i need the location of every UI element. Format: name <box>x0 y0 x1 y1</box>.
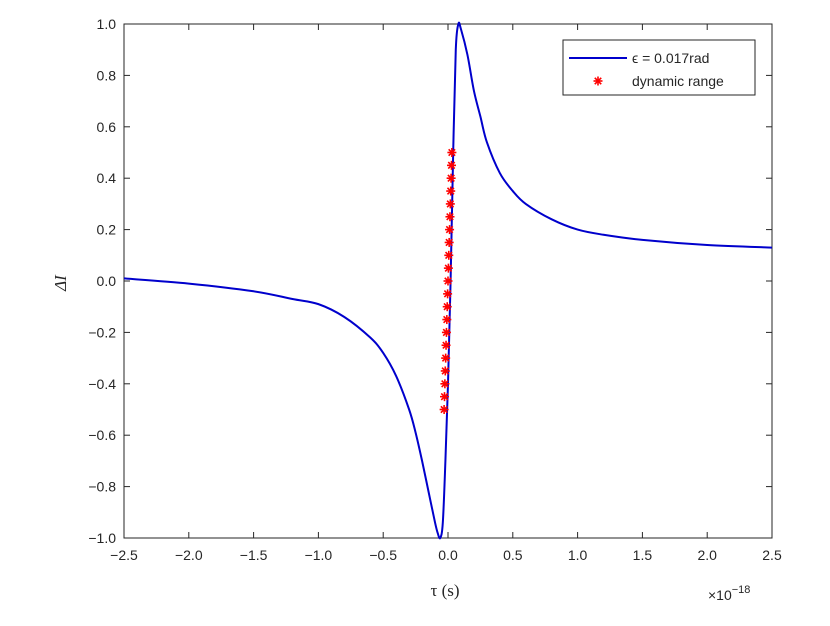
x-tick-label: −0.5 <box>369 547 397 563</box>
data-point-marker <box>447 148 457 157</box>
y-tick-label: −1.0 <box>88 530 116 546</box>
x-tick-label: 2.5 <box>762 547 782 563</box>
data-point-marker <box>440 366 450 376</box>
data-point-marker <box>446 173 456 183</box>
y-tick-label: 0.8 <box>97 67 117 83</box>
y-tick-label: 0.4 <box>97 170 117 186</box>
data-point-marker <box>439 405 449 414</box>
data-point-marker <box>444 250 454 260</box>
data-point-marker <box>443 289 453 299</box>
y-tick-label: 0.0 <box>97 273 117 289</box>
legend: ϵ = 0.017rad dynamic range <box>562 39 756 96</box>
data-point-marker <box>446 160 456 170</box>
y-tick-label: 0.2 <box>97 222 117 238</box>
y-tick-label: −0.6 <box>88 427 116 443</box>
data-point-marker <box>443 263 453 273</box>
series-line <box>123 21 773 540</box>
legend-marker-swatch <box>593 76 603 86</box>
y-tick-label: 1.0 <box>97 16 117 32</box>
x-tick-label: 1.5 <box>633 547 653 563</box>
data-point-marker <box>441 327 451 337</box>
x-tick-label: −1.5 <box>240 547 268 563</box>
y-tick-label: −0.2 <box>88 324 116 340</box>
x-tick-label: −2.5 <box>110 547 138 563</box>
x-tick-label: −1.0 <box>305 547 333 563</box>
data-point-marker <box>442 315 452 325</box>
data-point-marker <box>445 225 455 235</box>
data-point-marker <box>446 186 456 196</box>
data-point-marker <box>442 302 452 312</box>
series-layer <box>123 21 773 540</box>
legend-box <box>562 39 756 96</box>
x-tick-label: 1.0 <box>568 547 588 563</box>
legend-asterisk <box>593 76 603 86</box>
y-tick-label: 0.6 <box>97 119 117 135</box>
x-axis-label: τ (s) <box>430 581 459 600</box>
y-tick-label: −0.4 <box>88 376 116 392</box>
y-tick-label: −0.8 <box>88 479 116 495</box>
legend-entry-line: ϵ = 0.017rad <box>632 50 709 66</box>
x-tick-label: 2.0 <box>697 547 717 563</box>
x-tick-label: 0.0 <box>438 547 458 563</box>
data-point-marker <box>441 340 451 350</box>
data-point-marker <box>443 276 453 286</box>
x-multiplier-exponent: −18 <box>732 584 751 596</box>
data-point-marker <box>441 353 451 363</box>
x-tick-label: −2.0 <box>175 547 203 563</box>
x-axis: −2.5 −2.0 −1.5 −1.0 −0.5 0.0 0.5 1.0 1.5 2.0 2.5 <box>110 24 782 563</box>
x-tick-label: 0.5 <box>503 547 523 563</box>
x-multiplier: ×10−18 <box>708 584 750 603</box>
data-point-marker <box>445 212 455 222</box>
data-point-marker <box>440 392 450 402</box>
x-multiplier-base: ×10 <box>708 587 732 603</box>
y-axis: 1.0 0.8 0.6 0.4 0.2 0.0 −0.2 −0.4 −0.6 −0.8 −1.0 <box>88 16 772 546</box>
data-point-marker <box>444 237 454 247</box>
y-axis-label: ΔI <box>51 274 70 292</box>
data-point-marker <box>440 379 450 389</box>
legend-entry-markers: dynamic range <box>632 73 724 89</box>
data-point-marker <box>445 199 455 209</box>
